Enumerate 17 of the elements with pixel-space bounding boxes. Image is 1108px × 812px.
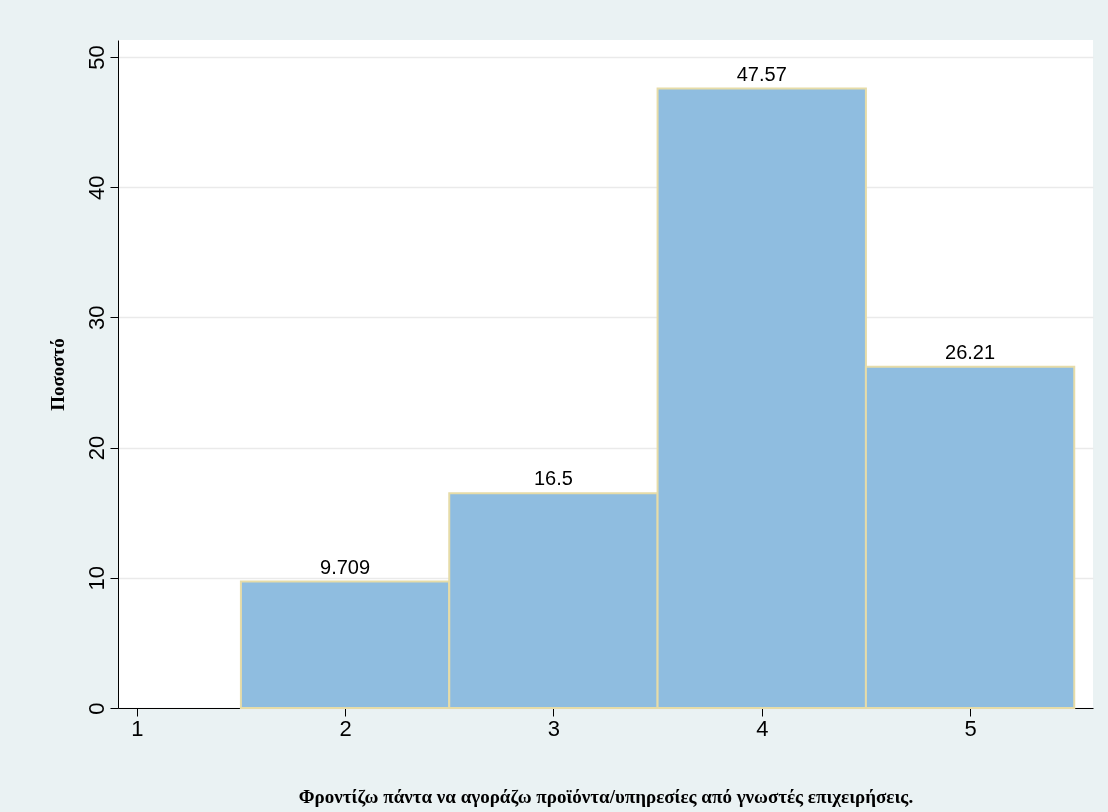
data-label: 9.709	[320, 555, 371, 578]
y-tick-label: 10	[83, 566, 109, 591]
x-tick-label: 5	[964, 715, 977, 741]
x-axis-title: Φροντίζω πάντα να αγοράζω προϊόντα/υπηρεσίες από γνωστές επιχειρήσεις.	[298, 785, 914, 807]
y-tick-label: 40	[83, 175, 109, 200]
x-tick-label: 3	[547, 715, 561, 741]
y-tick-label: 0	[83, 702, 109, 715]
data-label: 16.5	[533, 467, 573, 490]
x-tick-label: 2	[339, 715, 352, 741]
data-label: 26.21	[945, 340, 996, 363]
y-tick-label: 50	[83, 45, 109, 70]
y-tick-label: 20	[83, 435, 109, 461]
y-tick-label: 30	[83, 305, 109, 331]
y-axis-title: Ποσοστό	[46, 338, 68, 411]
x-tick-label: 4	[756, 715, 769, 741]
x-tick-label: 1	[131, 715, 144, 741]
data-label: 47.57	[736, 62, 787, 85]
